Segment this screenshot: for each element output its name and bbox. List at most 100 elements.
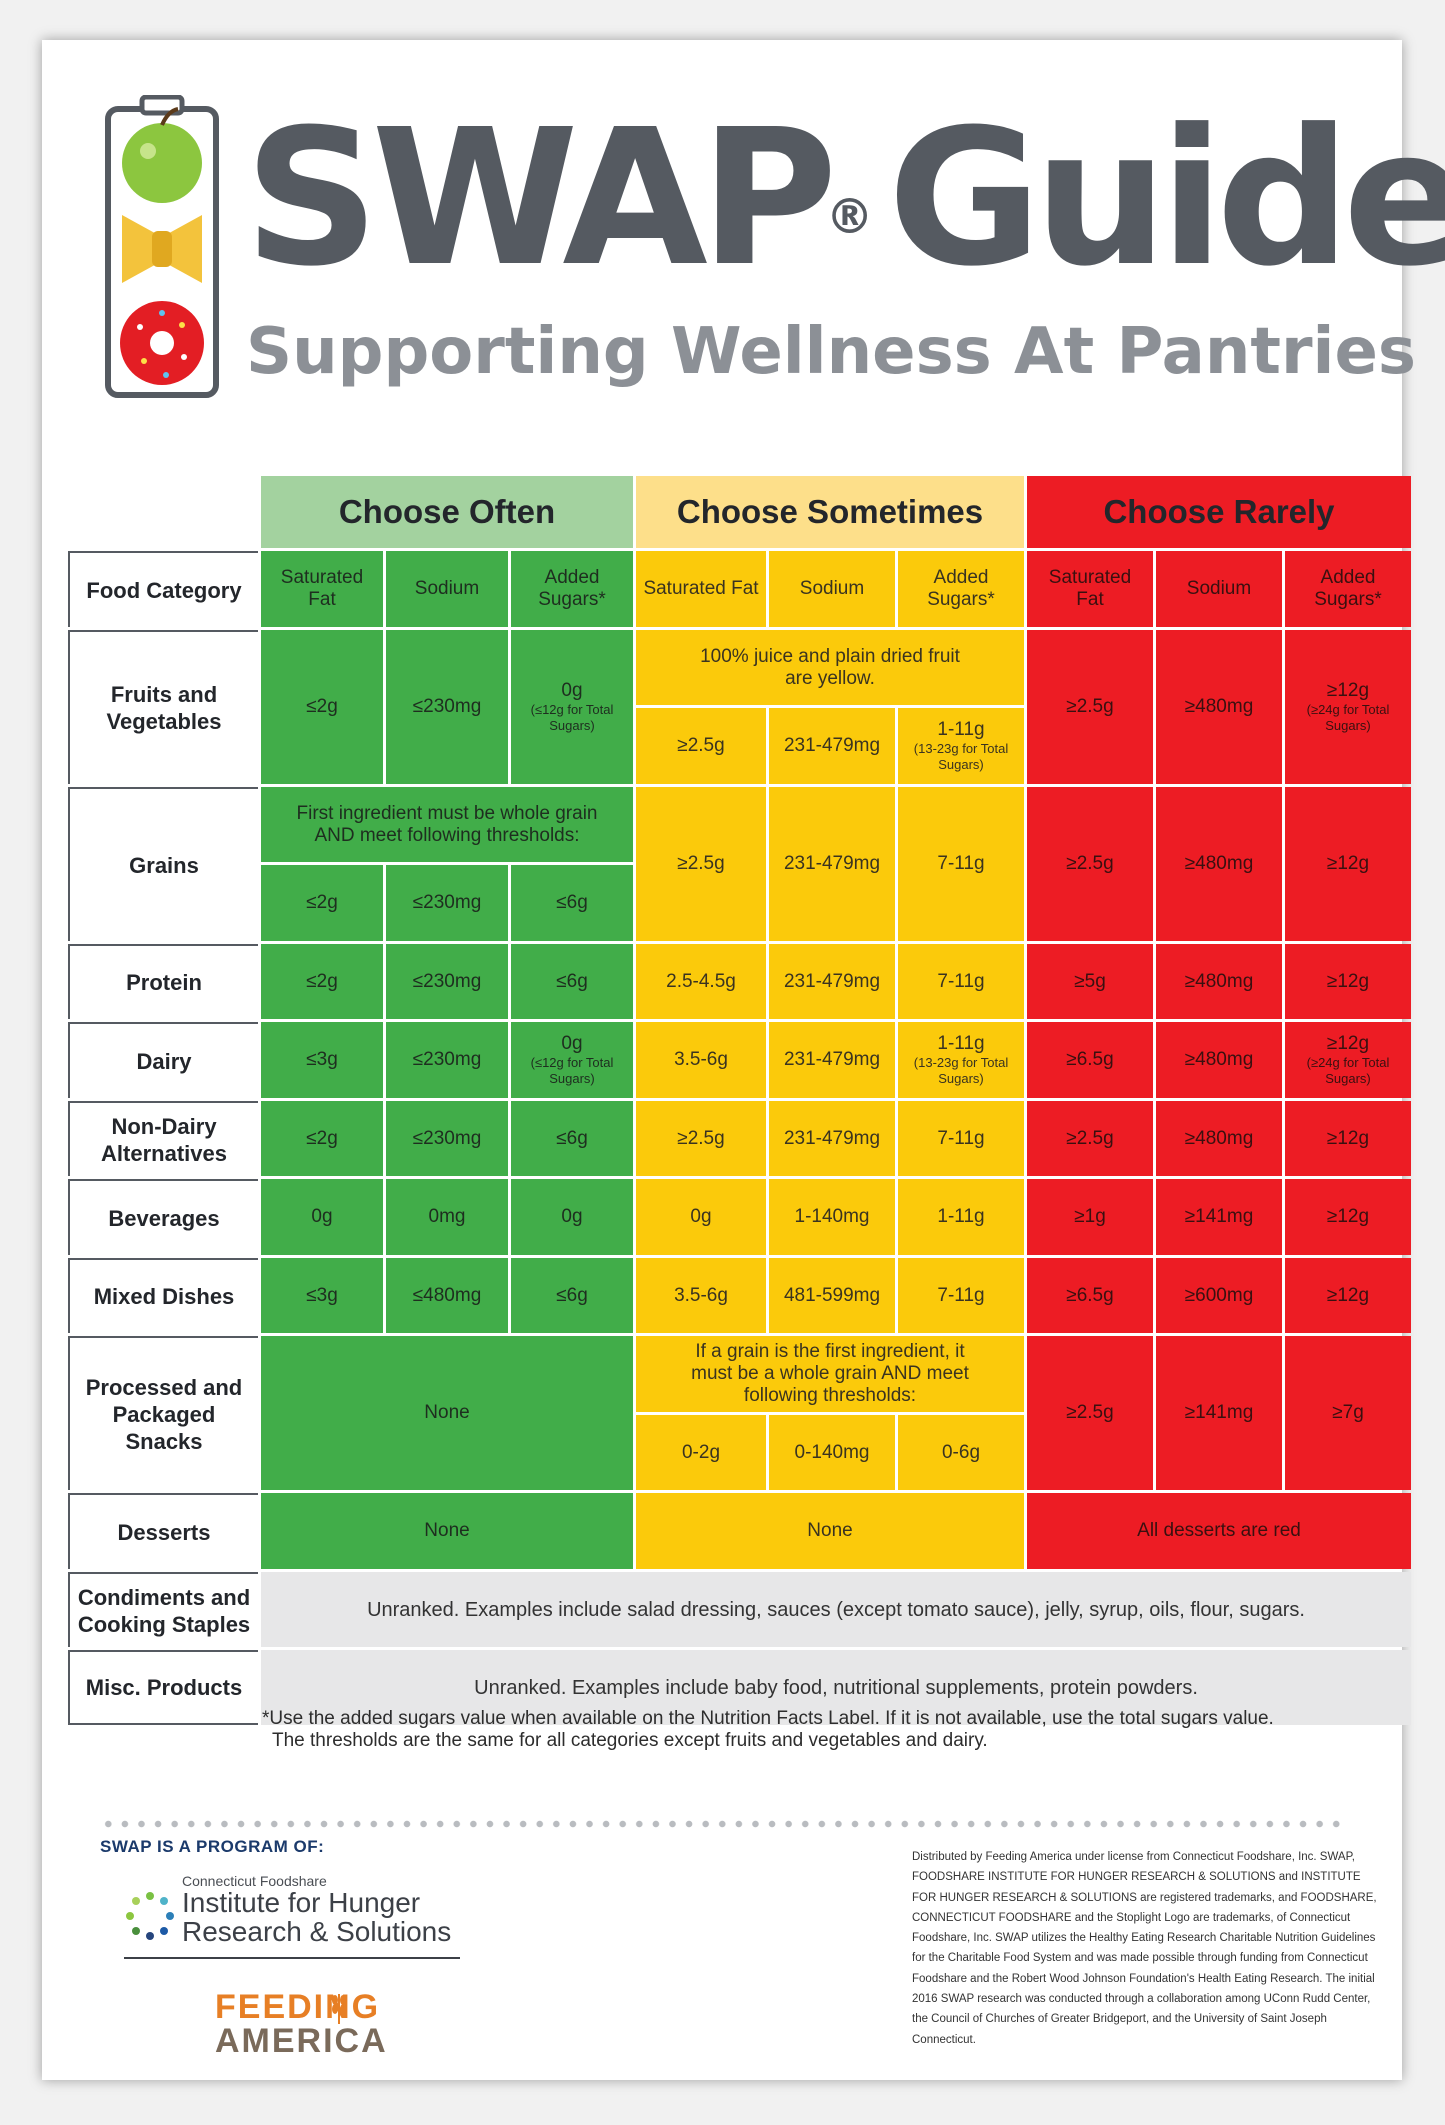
fruits-rarely-sugars: ≥12g (≥24g for Total Sugars) (1285, 630, 1411, 784)
processed-sometimes-sugars: 0-6g (898, 1415, 1024, 1490)
header-choose-often: Choose Often (261, 476, 633, 548)
desserts-sometimes-none: None (636, 1493, 1024, 1569)
category-processed-snacks: Processed and Packaged Snacks (68, 1336, 258, 1490)
feeding-america-logo-line2: AMERICA (215, 2022, 388, 2060)
protein-rarely-sodium: ≥480mg (1156, 944, 1282, 1019)
org-parent-name: Connecticut Foodshare (182, 1873, 327, 1889)
mixed-sometimes-fat: 3.5-6g (636, 1258, 766, 1333)
corner-blank (68, 476, 258, 548)
category-dairy: Dairy (68, 1022, 258, 1098)
often-sat-fat-header: Saturated Fat (261, 551, 383, 627)
nondairy-often-sodium: ≤230mg (386, 1101, 508, 1176)
protein-sometimes-fat: 2.5-4.5g (636, 944, 766, 1019)
fruits-sometimes-fat: ≥2.5g (636, 708, 766, 784)
dotted-divider (100, 1820, 1348, 1828)
nondairy-often-fat: ≤2g (261, 1101, 383, 1176)
fruits-rarely-sodium: ≥480mg (1156, 630, 1282, 784)
mixed-rarely-sugars: ≥12g (1285, 1258, 1411, 1333)
dairy-sometimes-sodium: 231-479mg (769, 1022, 895, 1098)
grains-rarely-fat: ≥2.5g (1027, 787, 1153, 941)
sometimes-sodium-header: Sodium (769, 551, 895, 627)
feeding-america-logo-line1: FEEDING (215, 1988, 381, 2026)
processed-rarely-sugars: ≥7g (1285, 1336, 1411, 1490)
mixed-often-sugars: ≤6g (511, 1258, 633, 1333)
nondairy-sometimes-fat: ≥2.5g (636, 1101, 766, 1176)
fruits-sometimes-sodium: 231-479mg (769, 708, 895, 784)
org-divider (124, 1957, 460, 1959)
processed-sometimes-fat: 0-2g (636, 1415, 766, 1490)
fruits-often-fat: ≤2g (261, 630, 383, 784)
grains-rarely-sodium: ≥480mg (1156, 787, 1282, 941)
header-choose-sometimes: Choose Sometimes (636, 476, 1024, 548)
protein-rarely-sugars: ≥12g (1285, 944, 1411, 1019)
protein-rarely-fat: ≥5g (1027, 944, 1153, 1019)
rarely-sugars-header: Added Sugars* (1285, 551, 1411, 627)
beverages-often-sodium: 0mg (386, 1179, 508, 1255)
protein-often-sugars: ≤6g (511, 944, 633, 1019)
fruits-often-sodium: ≤230mg (386, 630, 508, 784)
dairy-rarely-sugars: ≥12g (≥24g for Total Sugars) (1285, 1022, 1411, 1098)
dairy-rarely-sodium: ≥480mg (1156, 1022, 1282, 1098)
rarely-sodium-header: Sodium (1156, 551, 1282, 627)
wheat-icon (332, 1994, 346, 2024)
desserts-often-none: None (261, 1493, 633, 1569)
category-beverages: Beverages (68, 1179, 258, 1255)
protein-sometimes-sugars: 7-11g (898, 944, 1024, 1019)
fruits-rarely-fat: ≥2.5g (1027, 630, 1153, 784)
dairy-often-sugars: 0g (≤12g for Total Sugars) (511, 1022, 633, 1098)
beverages-rarely-sugars: ≥12g (1285, 1179, 1411, 1255)
misc-unranked: Unranked. Examples include baby food, nu… (261, 1650, 1411, 1725)
mixed-often-fat: ≤3g (261, 1258, 383, 1333)
program-label: SWAP IS A PROGRAM OF: (100, 1837, 325, 1856)
nondairy-sometimes-sodium: 231-479mg (769, 1101, 895, 1176)
dairy-often-fat: ≤3g (261, 1022, 383, 1098)
protein-often-fat: ≤2g (261, 944, 383, 1019)
swap-threshold-table: Choose Often Choose Sometimes Choose Rar… (68, 476, 1411, 1725)
grains-often-fat: ≤2g (261, 865, 383, 941)
nondairy-sometimes-sugars: 7-11g (898, 1101, 1024, 1176)
beverages-rarely-fat: ≥1g (1027, 1179, 1153, 1255)
nondairy-often-sugars: ≤6g (511, 1101, 633, 1176)
beverages-sometimes-sugars: 1-11g (898, 1179, 1024, 1255)
grains-often-sodium: ≤230mg (386, 865, 508, 941)
dairy-sometimes-fat: 3.5-6g (636, 1022, 766, 1098)
mixed-sometimes-sugars: 7-11g (898, 1258, 1024, 1333)
org-name: Institute for Hunger Research & Solution… (182, 1887, 452, 1947)
protein-sometimes-sodium: 231-479mg (769, 944, 895, 1019)
fruits-sometimes-note: 100% juice and plain dried fruit are yel… (636, 630, 1024, 705)
grains-sometimes-sodium: 231-479mg (769, 787, 895, 941)
beverages-sometimes-sodium: 1-140mg (769, 1179, 895, 1255)
stoplight-food-icon (105, 95, 219, 398)
license-disclaimer: Distributed by Feeding America under lic… (912, 1851, 1377, 2046)
often-sugars-header: Added Sugars* (511, 551, 633, 627)
category-desserts: Desserts (68, 1493, 258, 1569)
processed-often-none: None (261, 1336, 633, 1490)
grains-often-sugars: ≤6g (511, 865, 633, 941)
fruits-often-sugars: 0g (≤12g for Total Sugars) (511, 630, 633, 784)
processed-rarely-fat: ≥2.5g (1027, 1336, 1153, 1490)
grains-often-note: First ingredient must be whole grain AND… (261, 787, 633, 862)
nondairy-rarely-sugars: ≥12g (1285, 1101, 1411, 1176)
fruits-sometimes-sugars: 1-11g (13-23g for Total Sugars) (898, 708, 1024, 784)
rarely-sat-fat-header: Saturated Fat (1027, 551, 1153, 627)
circle-dots-icon (126, 1892, 174, 1940)
sugars-footnote: *Use the added sugars value when availab… (262, 1708, 1274, 1751)
category-protein: Protein (68, 944, 258, 1019)
beverages-often-sugars: 0g (511, 1179, 633, 1255)
dairy-often-sodium: ≤230mg (386, 1022, 508, 1098)
mixed-rarely-sodium: ≥600mg (1156, 1258, 1282, 1333)
beverages-sometimes-fat: 0g (636, 1179, 766, 1255)
condiments-unranked: Unranked. Examples include salad dressin… (261, 1572, 1411, 1647)
category-misc-products: Misc. Products (68, 1650, 258, 1725)
processed-sometimes-sodium: 0-140mg (769, 1415, 895, 1490)
nondairy-rarely-sodium: ≥480mg (1156, 1101, 1282, 1176)
grains-rarely-sugars: ≥12g (1285, 787, 1411, 941)
processed-sometimes-note: If a grain is the first ingredient, it m… (636, 1336, 1024, 1412)
category-grains: Grains (68, 787, 258, 941)
grains-sometimes-sugars: 7-11g (898, 787, 1024, 941)
page-subtitle: Supporting Wellness At Pantries (246, 315, 1416, 389)
protein-often-sodium: ≤230mg (386, 944, 508, 1019)
page-title: SWAP®Guide (244, 89, 1445, 308)
sometimes-sat-fat-header: Saturated Fat (636, 551, 766, 627)
category-non-dairy: Non-Dairy Alternatives (68, 1101, 258, 1176)
